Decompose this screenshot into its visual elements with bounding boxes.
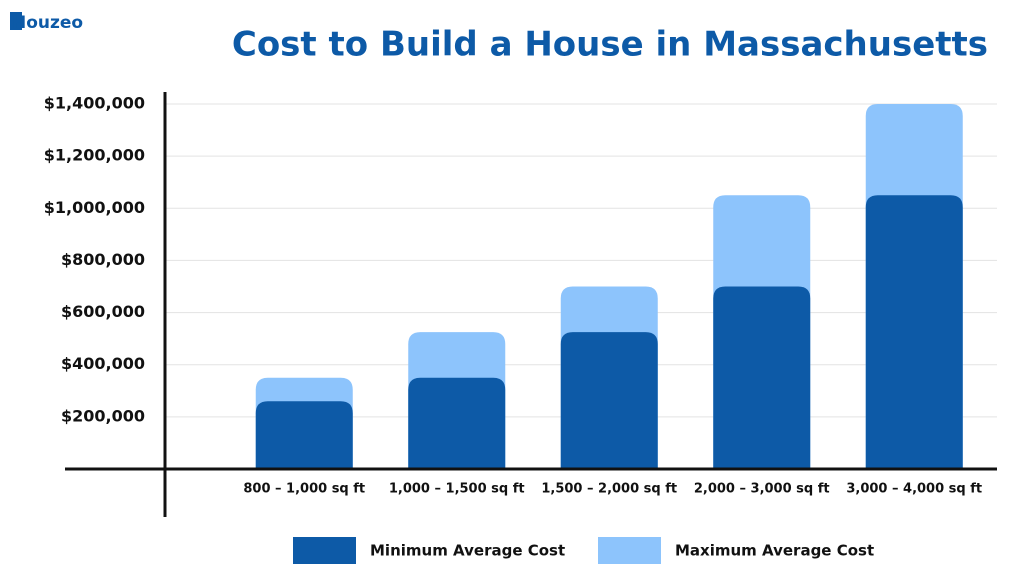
brand: Houzeo (12, 13, 83, 33)
bar (713, 286, 811, 469)
x-tick-label: 1,500 – 2,000 sq ft (541, 482, 677, 497)
y-tick-label: $600,000 (61, 302, 145, 321)
y-tick-label: $1,000,000 (44, 198, 145, 217)
bar (865, 195, 963, 469)
x-tick-label: 3,000 – 4,000 sq ft (846, 482, 982, 497)
x-tick-label: 1,000 – 1,500 sq ft (389, 482, 525, 497)
legend-swatch (293, 537, 356, 564)
x-tick-label: 800 – 1,000 sq ft (243, 482, 365, 497)
legend-swatch (598, 537, 661, 564)
y-tick-label: $400,000 (61, 354, 145, 373)
x-tick-label: 2,000 – 3,000 sq ft (694, 482, 830, 497)
y-tick-label: $1,400,000 (44, 94, 145, 113)
chart-title: Cost to Build a House in Massachusetts (232, 25, 988, 65)
legend-label: Maximum Average Cost (675, 542, 874, 560)
y-tick-label: $200,000 (61, 406, 145, 425)
logo-icon (10, 12, 22, 30)
y-tick-label: $1,200,000 (44, 146, 145, 165)
bar (560, 332, 658, 469)
y-tick-label: $800,000 (61, 250, 145, 269)
legend-label: Minimum Average Cost (370, 542, 565, 560)
bar (255, 401, 353, 469)
bar (408, 377, 506, 469)
